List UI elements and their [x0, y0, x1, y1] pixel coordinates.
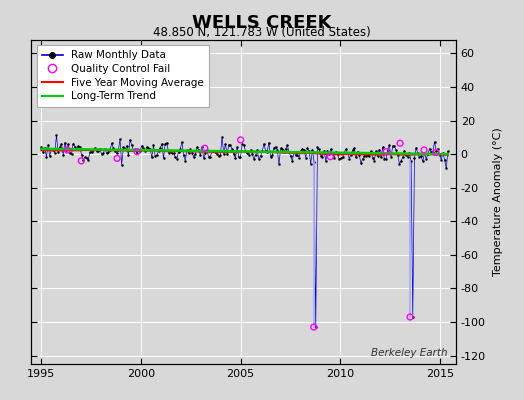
- Point: [201, 145, 209, 152]
- Point: [432, 149, 440, 156]
- Point: [382, 148, 390, 155]
- Point: [133, 148, 141, 155]
- Point: [236, 137, 245, 143]
- Point: [326, 154, 334, 160]
- Y-axis label: Temperature Anomaly (°C): Temperature Anomaly (°C): [493, 128, 503, 276]
- Point: [63, 147, 71, 153]
- Text: Berkeley Earth: Berkeley Earth: [371, 348, 447, 358]
- Legend: Raw Monthly Data, Quality Control Fail, Five Year Moving Average, Long-Term Tren: Raw Monthly Data, Quality Control Fail, …: [37, 45, 209, 106]
- Point: [406, 314, 414, 320]
- Point: [310, 324, 318, 330]
- Point: [113, 155, 122, 162]
- Point: [77, 158, 85, 164]
- Point: [396, 140, 405, 146]
- Text: 48.850 N, 121.783 W (United States): 48.850 N, 121.783 W (United States): [153, 26, 371, 39]
- Text: WELLS CREEK: WELLS CREEK: [192, 14, 332, 32]
- Point: [420, 147, 428, 153]
